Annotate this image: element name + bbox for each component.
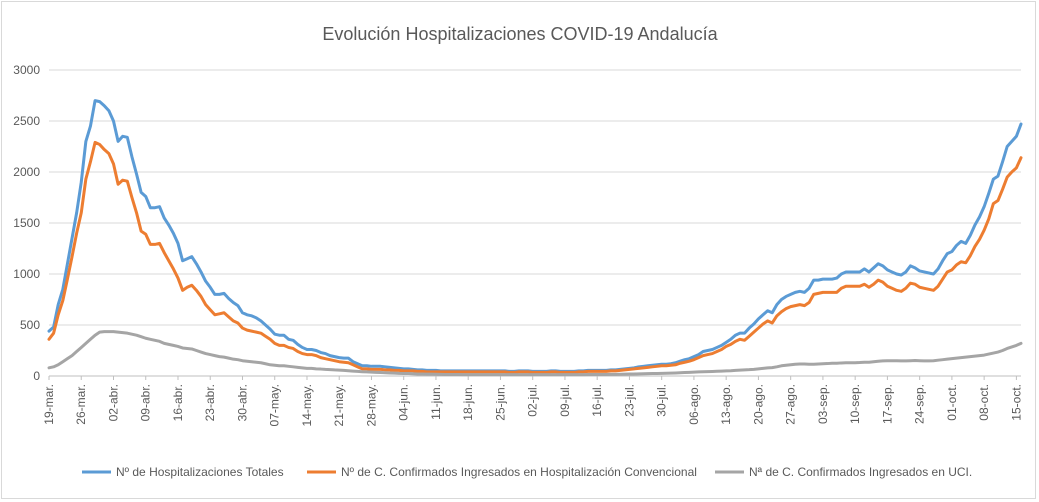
legend: Nº de Hospitalizaciones Totales Nº de C. … — [82, 465, 972, 479]
x-tick-label: 10-sep. — [848, 384, 862, 424]
legend-label: Nº de Hospitalizaciones Totales — [116, 465, 284, 479]
series-line-3 — [47, 330, 1023, 377]
x-tick-label: 13-ago. — [719, 384, 733, 425]
y-tick-label: 2000 — [13, 165, 40, 179]
x-tick-label: 02-jul. — [526, 384, 540, 417]
y-tick-label: 2500 — [13, 114, 40, 128]
x-tick-label: 23-abr. — [203, 384, 217, 421]
x-tick-label: 18-jun. — [461, 384, 475, 421]
x-tick-label: 25-jun. — [493, 384, 507, 421]
gridlines — [49, 69, 1021, 377]
x-tick-label: 02-abr. — [106, 384, 120, 421]
x-tick-label: 17-sep. — [880, 384, 894, 424]
x-tick-label: 30-jul. — [655, 384, 669, 417]
y-axis: 0 500 1000 1500 2000 2500 3000 — [13, 63, 40, 383]
x-tick-label: 03-sep. — [816, 384, 830, 424]
x-tick-label: 09-abr. — [139, 384, 153, 421]
x-tick-label: 15-oct. — [1009, 384, 1023, 421]
y-tick-label: 1500 — [13, 216, 40, 230]
x-tick-label: 04-jun. — [397, 384, 411, 421]
x-tick-label: 21-may. — [332, 384, 346, 426]
x-tick-label: 14-may. — [300, 384, 314, 426]
series-lines — [47, 99, 1023, 377]
y-tick-label: 500 — [20, 318, 40, 332]
x-tick-label: 19-mar. — [42, 384, 56, 425]
x-tick-label: 20-ago. — [751, 384, 765, 425]
y-tick-label: 3000 — [13, 63, 40, 77]
x-tick-label: 28-may. — [364, 384, 378, 426]
x-tick-label: 27-ago. — [784, 384, 798, 425]
x-tick-label: 01-oct. — [945, 384, 959, 421]
x-tick-label: 08-oct. — [977, 384, 991, 421]
x-tick-label: 16-abr. — [171, 384, 185, 421]
y-tick-label: 0 — [33, 369, 40, 383]
series-line-1 — [47, 99, 1023, 373]
x-axis: 19-mar. 26-mar. 02-abr. 09-abr. 16-abr. 23-ab… — [42, 376, 1023, 426]
x-tick-label: 16-jul. — [590, 384, 604, 417]
y-tick-label: 1000 — [13, 267, 40, 281]
legend-label: Nª de C. Confirmados Ingresados en UCI. — [749, 465, 972, 479]
x-tick-label: 24-sep. — [913, 384, 927, 424]
x-tick-label: 30-abr. — [235, 384, 249, 421]
legend-label: Nº de C. Confirmados Ingresados en Hospi… — [341, 465, 697, 479]
x-tick-label: 23-jul. — [622, 384, 636, 417]
x-tick-label: 09-jul. — [558, 384, 572, 417]
chart-title: Evolución Hospitalizaciones COVID-19 And… — [322, 24, 718, 44]
x-tick-label: 07-may. — [268, 384, 282, 426]
x-tick-label: 11-jun. — [429, 384, 443, 420]
x-tick-label: 26-mar. — [74, 384, 88, 425]
series-line-2 — [47, 140, 1023, 374]
x-tick-label: 06-ago. — [687, 384, 701, 425]
